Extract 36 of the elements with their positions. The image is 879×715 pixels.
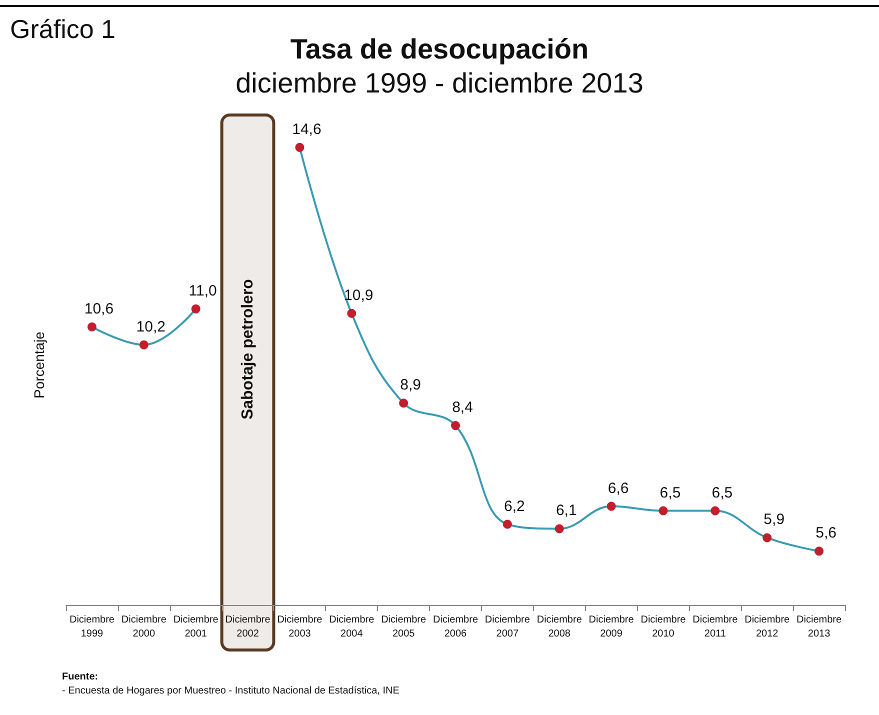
- x-tick-label: Diciembre 2013: [796, 614, 842, 640]
- x-tick-label: Diciembre 2001: [173, 614, 219, 640]
- source-note: Fuente:: [62, 672, 98, 682]
- x-tick-label: Diciembre 2007: [484, 614, 530, 640]
- x-tick-label: Diciembre 2008: [536, 614, 582, 640]
- x-tick-label: Diciembre 2002: [225, 614, 271, 640]
- band-label: Sabotaje petrolero: [239, 278, 256, 420]
- x-tick-label: Diciembre 1999: [69, 614, 115, 640]
- data-label: 8,4: [452, 399, 473, 416]
- data-label: 6,5: [660, 484, 681, 502]
- data-label: 11,0: [188, 282, 217, 300]
- data-label: 10,9: [344, 286, 374, 304]
- x-tick-label: Diciembre 2006: [432, 614, 478, 640]
- data-label: 5,9: [764, 511, 785, 528]
- text: - Encuesta de Hogares por Muestreo - Instituto Nacional de Estadística, INE: [62, 686, 400, 696]
- x-tick-label: Diciembre 2004: [329, 614, 375, 640]
- x-tick-label: Diciembre 2005: [381, 614, 427, 640]
- data-label: 10,6: [84, 300, 114, 318]
- x-tick-label: Diciembre 2009: [588, 614, 634, 640]
- data-label: 8,9: [400, 376, 421, 394]
- y-axis-title: Porcentaje: [31, 331, 47, 398]
- x-tick-label: Diciembre 2000: [121, 614, 167, 640]
- data-label: 14,6: [292, 120, 322, 138]
- x-tick-label: Diciembre 2010: [640, 614, 686, 640]
- data-label: 6,6: [608, 480, 629, 497]
- x-tick-label: Diciembre 2011: [692, 614, 738, 640]
- x-tick-label: Diciembre 2012: [744, 614, 790, 640]
- data-label: 6,1: [556, 502, 577, 520]
- chart-subtitle: diciembre 1999 - diciembre 2013: [236, 68, 644, 98]
- data-label: 6,5: [712, 484, 733, 502]
- x-tick-label: Diciembre 2003: [277, 614, 323, 640]
- data-label: 10,2: [136, 318, 166, 336]
- chart-title: Tasa de desocupación: [290, 34, 589, 64]
- data-label: 5,6: [816, 524, 836, 542]
- data-label: 6,2: [504, 498, 525, 515]
- text: Gráfico 1: [10, 14, 116, 44]
